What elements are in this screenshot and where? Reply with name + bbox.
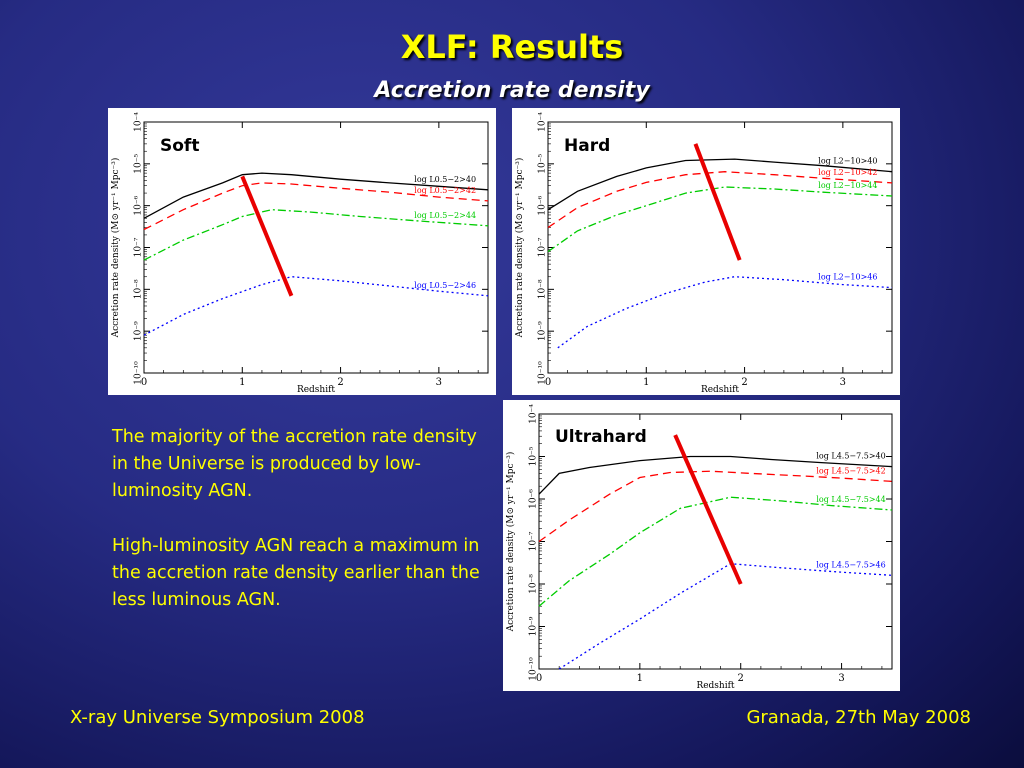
x-tick-label: 3 [840, 377, 846, 388]
ultrahard-panel-label: Ultrahard [555, 427, 647, 447]
x-axis-label: Redshift [701, 385, 739, 395]
y-tick-label: 10⁻⁶ [529, 489, 539, 509]
y-axis-label: Accretion rate density (M⊙ yr⁻¹ Mpc⁻³) [514, 158, 525, 339]
y-tick-label: 10⁻⁵ [538, 154, 548, 174]
y-tick-label: 10⁻⁵ [529, 446, 539, 466]
y-tick-label: 10⁻⁷ [529, 531, 539, 551]
hard-chart-panel: 0 1 2 3 10⁻¹⁰ 10⁻⁹ 10⁻⁸ 10⁻⁷ 10⁻⁶ 10⁻⁵ 10⁻⁴ Redshif… [512, 108, 900, 395]
y-tick-label: 10⁻⁸ [134, 279, 144, 299]
y-tick-label: 10⁻⁷ [538, 237, 548, 257]
series-label-1: log L2−10>42 [818, 168, 877, 177]
peak-trend-line [240, 175, 294, 297]
y-tick-label: 10⁻⁶ [134, 195, 144, 215]
hard-chart: 0 1 2 3 10⁻¹⁰ 10⁻⁹ 10⁻⁸ 10⁻⁷ 10⁻⁶ 10⁻⁵ 10⁻⁴ Redshif… [514, 112, 893, 395]
y-tick-label: 10⁻⁶ [538, 195, 548, 215]
ultrahard-chart: 0 1 2 3 10⁻¹⁰ 10⁻⁹ 10⁻⁸ 10⁻⁷ 10⁻⁶ 10⁻⁵ 10⁻⁴ Redshif… [505, 404, 893, 691]
series-line-2 [538, 496, 893, 607]
series-label-3: log L0.5−2>46 [414, 281, 476, 290]
series-label-3: log L4.5−7.5>46 [816, 560, 885, 569]
series-label-2: log L0.5−2>44 [414, 211, 476, 220]
soft-panel-label: Soft [160, 136, 200, 156]
x-tick-label: 2 [741, 377, 747, 388]
x-axis-label: Redshift [297, 385, 335, 395]
peak-trend-line [693, 143, 742, 261]
paragraph-high-luminosity: High-luminosity AGN reach a maximum in t… [112, 536, 480, 610]
series-line-1 [143, 182, 489, 231]
plot-frame [143, 121, 489, 374]
soft-chart-panel: 0 1 2 3 10⁻¹⁰ 10⁻⁹ 10⁻⁸ 10⁻⁷ 10⁻⁶ 10⁻⁵ 10⁻⁴ Redshif… [108, 108, 496, 395]
x-tick-label: 0 [536, 673, 542, 684]
ultrahard-chart-panel: 0 1 2 3 10⁻¹⁰ 10⁻⁹ 10⁻⁸ 10⁻⁷ 10⁻⁶ 10⁻⁵ 10⁻⁴ Redshif… [503, 400, 900, 691]
y-tick-label: 10⁻¹⁰ [529, 657, 539, 681]
footer-event: X-ray Universe Symposium 2008 [70, 707, 365, 728]
series-line-0 [143, 172, 489, 219]
x-tick-label: 3 [436, 377, 442, 388]
series-line-3 [558, 563, 893, 670]
y-axis-label: Accretion rate density (M⊙ yr⁻¹ Mpc⁻³) [110, 158, 121, 339]
y-tick-label: 10⁻⁸ [538, 279, 548, 299]
x-tick-label: 3 [838, 673, 844, 684]
series-line-2 [547, 186, 893, 253]
x-tick-label: 1 [643, 377, 649, 388]
slide-title: XLF: Results [400, 28, 624, 66]
x-tick-label: 1 [239, 377, 245, 388]
x-tick-label: 2 [337, 377, 343, 388]
y-tick-label: 10⁻⁵ [134, 154, 144, 174]
paragraph-low-luminosity: The majority of the accretion rate densi… [112, 427, 477, 501]
series-label-1: log L0.5−2>42 [414, 186, 476, 195]
y-tick-label: 10⁻⁴ [134, 112, 144, 132]
footer-date: Granada, 27th May 2008 [746, 707, 971, 728]
y-tick-label: 10⁻⁴ [529, 404, 539, 424]
series-label-2: log L2−10>44 [818, 181, 877, 190]
y-axis-label: Accretion rate density (M⊙ yr⁻¹ Mpc⁻³) [505, 452, 516, 633]
hard-panel-label: Hard [564, 136, 611, 156]
y-tick-label: 10⁻⁹ [134, 321, 144, 341]
peak-trend-line [673, 434, 743, 585]
series-label-1: log L4.5−7.5>42 [816, 466, 885, 475]
y-tick-label: 10⁻¹⁰ [538, 361, 548, 385]
series-line-0 [538, 455, 893, 495]
y-tick-label: 10⁻⁹ [529, 616, 539, 636]
y-tick-label: 10⁻⁷ [134, 237, 144, 257]
x-tick-label: 0 [141, 377, 147, 388]
y-tick-label: 10⁻⁸ [529, 574, 539, 594]
x-tick-label: 0 [545, 377, 551, 388]
series-label-0: log L0.5−2>40 [414, 175, 476, 184]
series-line-0 [547, 158, 893, 211]
x-axis-label: Redshift [696, 681, 734, 691]
x-tick-label: 2 [738, 673, 744, 684]
slide-subtitle: Accretion rate density [374, 78, 650, 103]
series-line-1 [547, 171, 893, 229]
y-tick-label: 10⁻⁴ [538, 112, 548, 132]
y-tick-label: 10⁻¹⁰ [134, 361, 144, 385]
y-tick-label: 10⁻⁹ [538, 321, 548, 341]
series-label-3: log L2−10>46 [818, 273, 877, 282]
series-label-0: log L4.5−7.5>40 [816, 452, 885, 461]
series-label-2: log L4.5−7.5>44 [816, 495, 885, 504]
series-label-0: log L2−10>40 [818, 157, 877, 166]
soft-chart: 0 1 2 3 10⁻¹⁰ 10⁻⁹ 10⁻⁸ 10⁻⁷ 10⁻⁶ 10⁻⁵ 10⁻⁴ Redshif… [110, 112, 489, 395]
series-line-3 [143, 276, 489, 336]
x-tick-label: 1 [637, 673, 643, 684]
series-line-3 [557, 276, 893, 349]
